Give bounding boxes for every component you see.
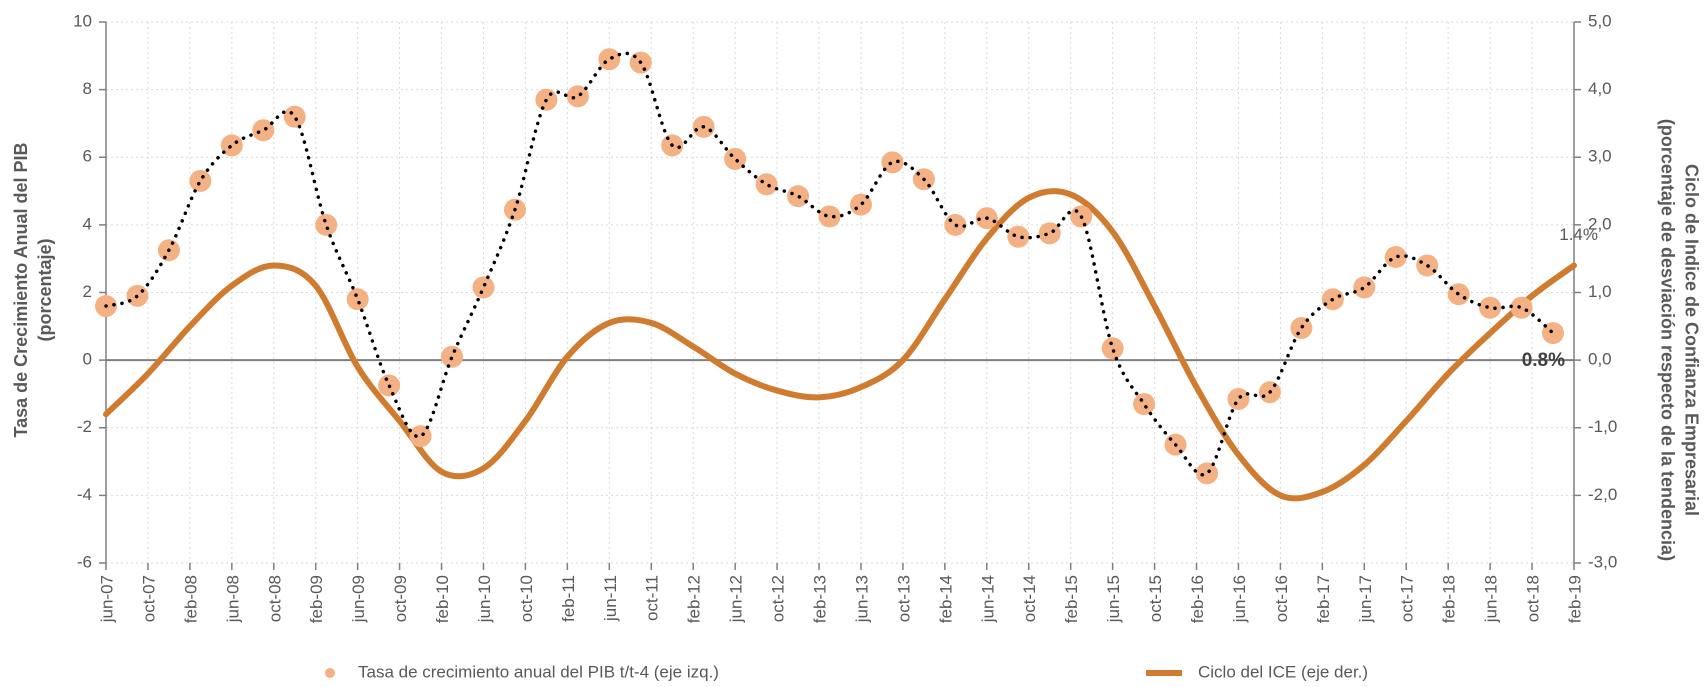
y2-tick-label: -2,0 [1588,485,1617,504]
x-tick-label: feb-09 [307,575,326,623]
point [1133,393,1155,415]
x-tick-label: oct-08 [265,575,284,622]
x-tick-label: jun-17 [1356,575,1375,623]
dotted-line [106,53,1553,474]
x-tick-label: feb-15 [1062,575,1081,623]
x-tick-label: feb-17 [1314,575,1333,623]
x-tick-label: feb-11 [559,575,578,622]
x-tick-label: jun-11 [601,575,620,622]
x-tick-label: jun-09 [349,575,368,623]
x-tick-label: jun-12 [727,575,746,623]
point [1102,337,1124,359]
y-tick-label: -6 [77,552,92,571]
y-tick-label: 0 [83,350,92,369]
point [1479,297,1501,319]
point [1039,222,1061,244]
x-tick-label: oct-14 [1020,575,1039,622]
y-tick-label: 6 [83,147,92,166]
y-tick-label: 4 [83,214,92,233]
x-tick-label: feb-13 [811,575,830,623]
x-tick-label: jun-14 [978,575,997,623]
point [1007,226,1029,248]
point [347,288,369,310]
y-tick-label: 2 [83,282,92,301]
x-tick-label: feb-16 [1188,575,1207,623]
x-tick-label: oct-15 [1146,575,1165,622]
x-tick-label: oct-17 [1398,575,1417,622]
point [787,185,809,207]
y2-tick-label: 4,0 [1588,79,1612,98]
y-tick-label: -2 [77,417,92,436]
y-tick-label: 8 [83,79,92,98]
y-axis-title-line: Tasa de Crecimiento Anual del PIB [11,142,31,437]
y2-tick-label: 0,0 [1588,350,1612,369]
x-tick-label: oct-12 [769,575,788,622]
legend-marker [325,668,335,678]
point [819,205,841,227]
data-label: 1.4% [1559,225,1598,244]
y2-tick-label: 3,0 [1588,147,1612,166]
x-tick-label: oct-07 [139,575,158,622]
x-tick-label: feb-18 [1440,575,1459,623]
point [189,170,211,192]
x-tick-label: oct-18 [1524,575,1543,622]
point [1385,246,1407,268]
x-tick-label: jun-08 [223,575,242,623]
x-tick-label: jun-10 [475,575,494,623]
data-label: 0.8% [1522,350,1565,371]
y-tick-label: -4 [77,485,92,504]
y-tick-label: 10 [73,11,92,30]
point [284,106,306,128]
x-tick-label: oct-11 [643,575,662,621]
y2-axis-title-line: Ciclo de Indice de Confianza Empresarial [1681,164,1701,516]
x-tick-label: feb-19 [1565,575,1584,623]
legend-label: Ciclo del ICE (eje der.) [1198,662,1368,681]
x-tick-label: oct-09 [391,575,410,622]
x-tick-label: feb-14 [936,575,955,623]
x-tick-label: oct-13 [894,575,913,622]
y2-tick-label: 1,0 [1588,282,1612,301]
ice-line [106,191,1574,498]
y-axis-title: Tasa de Crecimiento Anual del PIB (porce… [11,142,55,437]
x-tick-label: jun-15 [1104,575,1123,623]
x-tick-label: feb-12 [685,575,704,623]
y2-axis-title: Ciclo de Indice de Confianza Empresarial… [1657,119,1701,561]
point [315,214,337,236]
point [1196,462,1218,484]
legend-label: Tasa de crecimiento anual del PIB t/t-4 … [358,662,719,681]
y2-tick-label: -1,0 [1588,417,1617,436]
y2-tick-label: -3,0 [1588,552,1617,571]
chart: Tasa de Crecimiento Anual del PIB (porce… [0,0,1706,687]
x-tick-label: jun-16 [1230,575,1249,623]
point [1227,388,1249,410]
x-tick-label: oct-10 [517,575,536,622]
x-tick-label: jun-13 [852,575,871,623]
point [944,214,966,236]
y2-axis-title-line: (porcentaje de desviación respecto de la… [1657,119,1677,561]
x-tick-label: jun-18 [1482,575,1501,623]
point [756,173,778,195]
point [598,48,620,70]
x-tick-label: feb-08 [181,575,200,623]
y-axis-title-line: (porcentaje) [35,238,55,341]
x-tick-label: jun-07 [97,575,116,623]
x-tick-label: oct-16 [1272,575,1291,622]
point [472,276,494,298]
x-tick-label: feb-10 [433,575,452,623]
y2-tick-label: 5,0 [1588,11,1612,30]
